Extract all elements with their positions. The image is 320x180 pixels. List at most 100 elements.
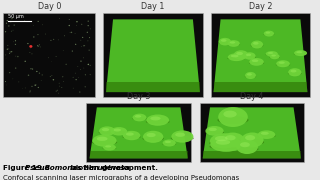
Ellipse shape bbox=[75, 44, 76, 45]
Ellipse shape bbox=[7, 49, 8, 50]
Ellipse shape bbox=[65, 64, 67, 65]
Polygon shape bbox=[213, 82, 308, 92]
Ellipse shape bbox=[258, 130, 275, 139]
Bar bbox=[86, 103, 191, 162]
Ellipse shape bbox=[62, 76, 63, 77]
Ellipse shape bbox=[245, 135, 255, 140]
Text: biofilm development.: biofilm development. bbox=[68, 165, 158, 171]
Ellipse shape bbox=[7, 45, 8, 46]
Ellipse shape bbox=[247, 73, 252, 76]
Ellipse shape bbox=[171, 136, 194, 141]
Ellipse shape bbox=[84, 45, 85, 46]
Ellipse shape bbox=[97, 137, 108, 141]
Ellipse shape bbox=[103, 147, 116, 150]
Ellipse shape bbox=[294, 53, 308, 55]
Ellipse shape bbox=[10, 51, 11, 52]
Ellipse shape bbox=[241, 139, 264, 145]
Ellipse shape bbox=[147, 114, 169, 126]
Ellipse shape bbox=[80, 69, 81, 70]
Ellipse shape bbox=[135, 115, 141, 118]
Ellipse shape bbox=[99, 126, 115, 136]
Ellipse shape bbox=[15, 40, 16, 41]
Bar bbox=[3, 13, 95, 97]
Ellipse shape bbox=[233, 54, 249, 58]
Ellipse shape bbox=[11, 31, 12, 32]
Ellipse shape bbox=[143, 131, 163, 143]
Text: Pseudomonas aeruginosa: Pseudomonas aeruginosa bbox=[25, 165, 130, 171]
Ellipse shape bbox=[271, 55, 276, 57]
Ellipse shape bbox=[236, 52, 243, 55]
Ellipse shape bbox=[50, 76, 51, 77]
Ellipse shape bbox=[25, 61, 26, 62]
Ellipse shape bbox=[245, 75, 256, 78]
Ellipse shape bbox=[80, 60, 82, 62]
Ellipse shape bbox=[87, 40, 88, 41]
Ellipse shape bbox=[27, 43, 28, 44]
Ellipse shape bbox=[36, 71, 37, 72]
Ellipse shape bbox=[9, 53, 10, 54]
Ellipse shape bbox=[296, 51, 302, 53]
Ellipse shape bbox=[150, 116, 161, 120]
Ellipse shape bbox=[230, 41, 235, 44]
Ellipse shape bbox=[245, 72, 256, 79]
Ellipse shape bbox=[87, 32, 88, 33]
Ellipse shape bbox=[132, 117, 147, 120]
Ellipse shape bbox=[88, 21, 89, 22]
Ellipse shape bbox=[210, 133, 238, 148]
Ellipse shape bbox=[205, 126, 224, 136]
Ellipse shape bbox=[51, 61, 52, 62]
Ellipse shape bbox=[33, 25, 34, 26]
Ellipse shape bbox=[38, 87, 39, 88]
Ellipse shape bbox=[92, 140, 117, 145]
Ellipse shape bbox=[59, 83, 60, 84]
Text: Day 3: Day 3 bbox=[127, 92, 150, 101]
Ellipse shape bbox=[37, 34, 38, 35]
Ellipse shape bbox=[252, 59, 258, 62]
Ellipse shape bbox=[209, 140, 239, 146]
Ellipse shape bbox=[12, 30, 13, 31]
Ellipse shape bbox=[205, 130, 224, 134]
Ellipse shape bbox=[78, 77, 79, 78]
Ellipse shape bbox=[81, 24, 82, 25]
Ellipse shape bbox=[219, 41, 231, 44]
Ellipse shape bbox=[25, 87, 26, 88]
Ellipse shape bbox=[240, 142, 250, 147]
Ellipse shape bbox=[227, 43, 240, 46]
Polygon shape bbox=[213, 19, 308, 92]
Ellipse shape bbox=[17, 56, 19, 57]
Ellipse shape bbox=[35, 84, 36, 86]
Ellipse shape bbox=[75, 33, 76, 34]
Ellipse shape bbox=[276, 60, 290, 67]
Ellipse shape bbox=[22, 88, 23, 89]
Ellipse shape bbox=[123, 135, 141, 139]
Ellipse shape bbox=[6, 23, 7, 24]
Ellipse shape bbox=[63, 50, 64, 51]
Ellipse shape bbox=[216, 140, 230, 145]
Ellipse shape bbox=[236, 146, 259, 152]
Ellipse shape bbox=[10, 21, 12, 22]
Ellipse shape bbox=[266, 32, 270, 34]
Ellipse shape bbox=[14, 25, 15, 26]
Ellipse shape bbox=[261, 132, 269, 135]
Ellipse shape bbox=[31, 86, 33, 87]
Ellipse shape bbox=[110, 131, 127, 134]
Ellipse shape bbox=[89, 50, 90, 51]
Ellipse shape bbox=[29, 45, 32, 48]
Ellipse shape bbox=[79, 91, 80, 93]
Ellipse shape bbox=[291, 70, 296, 73]
Ellipse shape bbox=[221, 132, 244, 147]
Ellipse shape bbox=[249, 58, 264, 66]
Ellipse shape bbox=[90, 74, 91, 75]
Ellipse shape bbox=[48, 57, 49, 58]
Ellipse shape bbox=[32, 68, 33, 70]
Ellipse shape bbox=[246, 54, 251, 56]
Text: Figure 19.8: Figure 19.8 bbox=[3, 165, 52, 171]
Ellipse shape bbox=[114, 129, 121, 132]
Ellipse shape bbox=[11, 51, 12, 52]
Ellipse shape bbox=[9, 72, 10, 73]
Ellipse shape bbox=[53, 79, 54, 80]
Ellipse shape bbox=[39, 44, 40, 45]
Ellipse shape bbox=[11, 18, 12, 19]
Polygon shape bbox=[203, 107, 301, 158]
Ellipse shape bbox=[12, 18, 13, 19]
